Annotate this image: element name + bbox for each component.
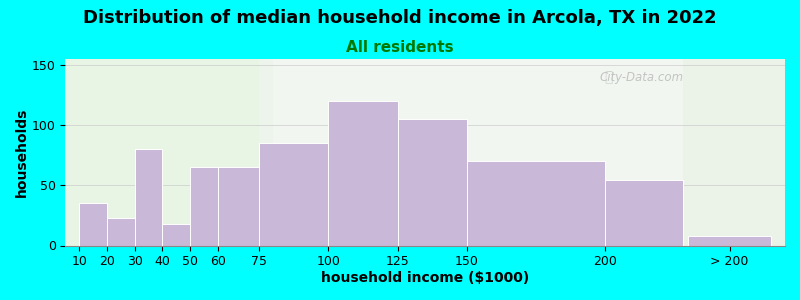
Text: ⦿: ⦿ xyxy=(605,70,613,84)
Bar xyxy=(328,101,398,245)
Bar xyxy=(79,203,107,245)
Bar xyxy=(682,52,794,245)
Y-axis label: households: households xyxy=(15,107,29,197)
Text: Distribution of median household income in Arcola, TX in 2022: Distribution of median household income … xyxy=(83,9,717,27)
Bar xyxy=(107,218,134,245)
Bar xyxy=(259,52,799,245)
Text: All residents: All residents xyxy=(346,40,454,56)
Bar xyxy=(605,180,682,245)
Bar xyxy=(259,143,328,245)
Bar xyxy=(398,119,466,245)
Bar xyxy=(66,52,273,245)
Bar xyxy=(162,224,190,245)
Text: City-Data.com: City-Data.com xyxy=(599,71,683,84)
Bar xyxy=(688,236,771,245)
X-axis label: household income ($1000): household income ($1000) xyxy=(321,271,530,285)
Bar xyxy=(218,167,259,245)
Bar xyxy=(134,149,162,245)
Bar xyxy=(466,161,605,245)
Bar xyxy=(190,167,218,245)
